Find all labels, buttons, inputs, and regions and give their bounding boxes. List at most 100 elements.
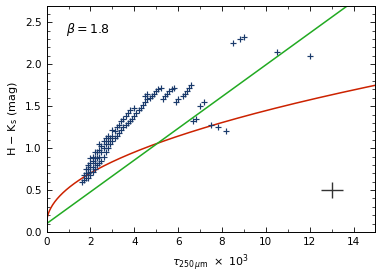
- Point: [116, 131, 122, 135]
- Point: [144, 97, 150, 102]
- Point: [193, 117, 199, 121]
- Point: [96, 148, 102, 152]
- Point: [94, 163, 100, 167]
- Point: [83, 167, 89, 171]
- Point: [144, 92, 150, 96]
- Point: [107, 142, 113, 146]
- Point: [179, 94, 186, 98]
- Point: [85, 163, 91, 167]
- Point: [105, 139, 111, 144]
- Point: [78, 179, 85, 184]
- Point: [147, 96, 153, 100]
- Point: [96, 142, 102, 146]
- Point: [109, 139, 115, 144]
- Point: [151, 92, 157, 96]
- Point: [120, 125, 126, 129]
- Point: [129, 117, 135, 121]
- Point: [160, 97, 166, 102]
- Point: [96, 154, 102, 159]
- Point: [98, 158, 104, 163]
- Point: [120, 117, 126, 121]
- Point: [81, 178, 87, 182]
- Point: [131, 114, 137, 119]
- Point: [92, 150, 98, 155]
- Point: [131, 106, 137, 110]
- Point: [92, 167, 98, 171]
- Point: [164, 92, 170, 96]
- Point: [96, 161, 102, 165]
- Point: [98, 144, 104, 149]
- Point: [162, 94, 168, 98]
- Point: [125, 111, 131, 115]
- Point: [101, 139, 107, 144]
- Point: [105, 146, 111, 150]
- Point: [186, 86, 192, 90]
- Point: [208, 122, 214, 127]
- Point: [87, 156, 93, 160]
- Point: [105, 133, 111, 138]
- Point: [133, 111, 139, 115]
- Point: [118, 128, 124, 132]
- Point: [94, 150, 100, 155]
- Point: [184, 89, 190, 93]
- Point: [101, 146, 107, 150]
- Point: [118, 119, 124, 124]
- Point: [138, 106, 144, 110]
- Point: [83, 175, 89, 180]
- Point: [81, 173, 87, 177]
- Point: [127, 108, 133, 113]
- Point: [90, 154, 96, 159]
- Point: [197, 104, 203, 109]
- Point: [92, 161, 98, 165]
- Point: [112, 136, 118, 140]
- Point: [136, 108, 142, 113]
- Y-axis label: H $-$ K$_\mathrm{s}$ (mag): H $-$ K$_\mathrm{s}$ (mag): [6, 81, 19, 156]
- Point: [155, 87, 162, 92]
- Point: [103, 142, 109, 146]
- Point: [127, 119, 133, 124]
- Point: [90, 164, 96, 169]
- Point: [114, 125, 120, 129]
- Point: [274, 49, 280, 54]
- Point: [109, 128, 115, 132]
- Point: [188, 83, 194, 88]
- X-axis label: $\tau_{250\,\mu\mathrm{m}}\ \times\ 10^3$: $\tau_{250\,\mu\mathrm{m}}\ \times\ 10^3…: [173, 252, 250, 273]
- Point: [223, 129, 229, 134]
- Point: [237, 37, 243, 41]
- Point: [114, 133, 120, 138]
- Point: [122, 122, 128, 127]
- Point: [90, 158, 96, 163]
- Point: [103, 136, 109, 140]
- Point: [87, 164, 93, 169]
- Point: [241, 35, 247, 40]
- Point: [85, 167, 91, 171]
- Point: [109, 133, 115, 138]
- Point: [202, 100, 208, 104]
- Point: [142, 100, 148, 104]
- Point: [140, 102, 146, 107]
- Point: [103, 150, 109, 155]
- Point: [125, 121, 131, 125]
- Point: [87, 173, 93, 177]
- Point: [190, 119, 197, 124]
- Point: [94, 156, 100, 160]
- Point: [153, 89, 159, 93]
- Point: [87, 169, 93, 174]
- Point: [107, 136, 113, 140]
- Point: [92, 156, 98, 160]
- Point: [85, 175, 91, 180]
- Point: [98, 150, 104, 155]
- Point: [112, 129, 118, 134]
- Point: [116, 122, 122, 127]
- Point: [230, 41, 236, 45]
- Point: [215, 125, 221, 129]
- Point: [83, 171, 89, 175]
- Point: [90, 169, 96, 174]
- Point: [307, 54, 313, 58]
- Point: [182, 92, 188, 96]
- Point: [142, 94, 148, 98]
- Point: [87, 161, 93, 165]
- Point: [168, 87, 174, 92]
- Point: [173, 100, 179, 104]
- Point: [158, 86, 164, 90]
